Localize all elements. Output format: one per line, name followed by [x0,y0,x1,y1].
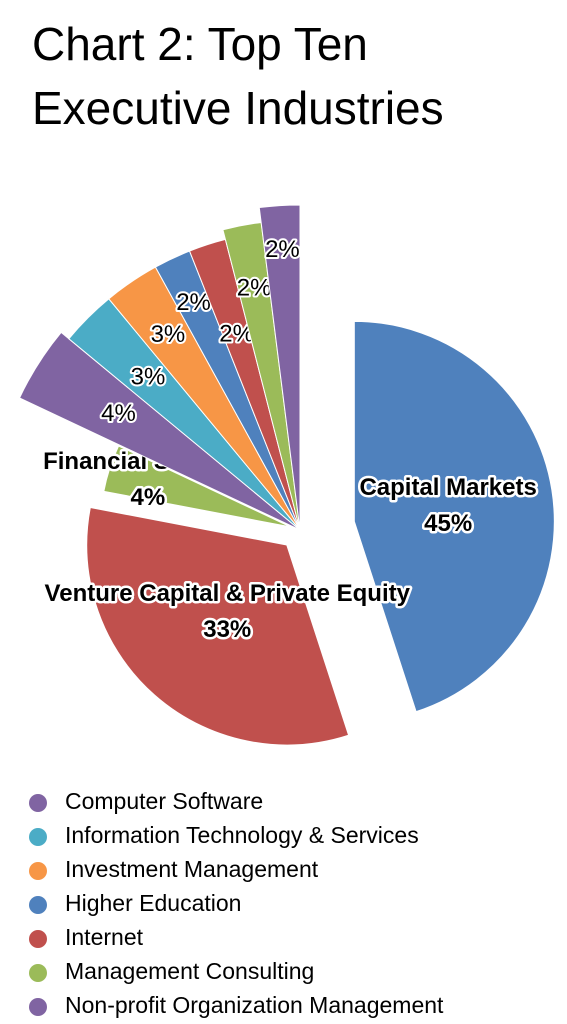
chart-title: Chart 2: Top Ten Executive Industries [32,18,444,134]
legend-swatch [29,930,47,948]
slice-value-label: 45% [424,510,472,537]
legend-swatch [29,862,47,880]
legend-swatch [29,964,47,982]
legend-text: Non-profit Organization Management [65,992,444,1018]
legend-text: Internet [65,924,144,950]
legend-text: Management Consulting [65,958,314,984]
legend-text: Higher Education [65,890,241,916]
legend-text: Information Technology & Services [65,822,419,848]
slice-value-label: 2% [176,289,211,316]
slice-name-label: Venture Capital & Private Equity [45,580,411,607]
pie-slice [18,331,301,531]
legend-swatch [29,828,47,846]
pie-slice [353,320,555,713]
legend-text: Investment Management [65,856,319,882]
slice-value-label: 2% [265,236,300,263]
slice-value-label: 4% [130,484,165,511]
pie-slice [258,204,301,531]
slice-value-label: 3% [151,321,186,348]
slice-value-label: 3% [131,363,166,390]
slice-name-label: Capital Markets [359,474,536,501]
legend-swatch [29,998,47,1016]
pie-slice [103,445,291,528]
slice-value-label: 2% [237,275,272,302]
pie-slice [86,506,350,746]
slice-value-label: 33% [203,616,251,643]
legend-text: Computer Software [65,788,263,814]
slice-value-label: 4% [101,400,136,427]
legend-swatch [29,794,47,812]
legend-swatch [29,896,47,914]
